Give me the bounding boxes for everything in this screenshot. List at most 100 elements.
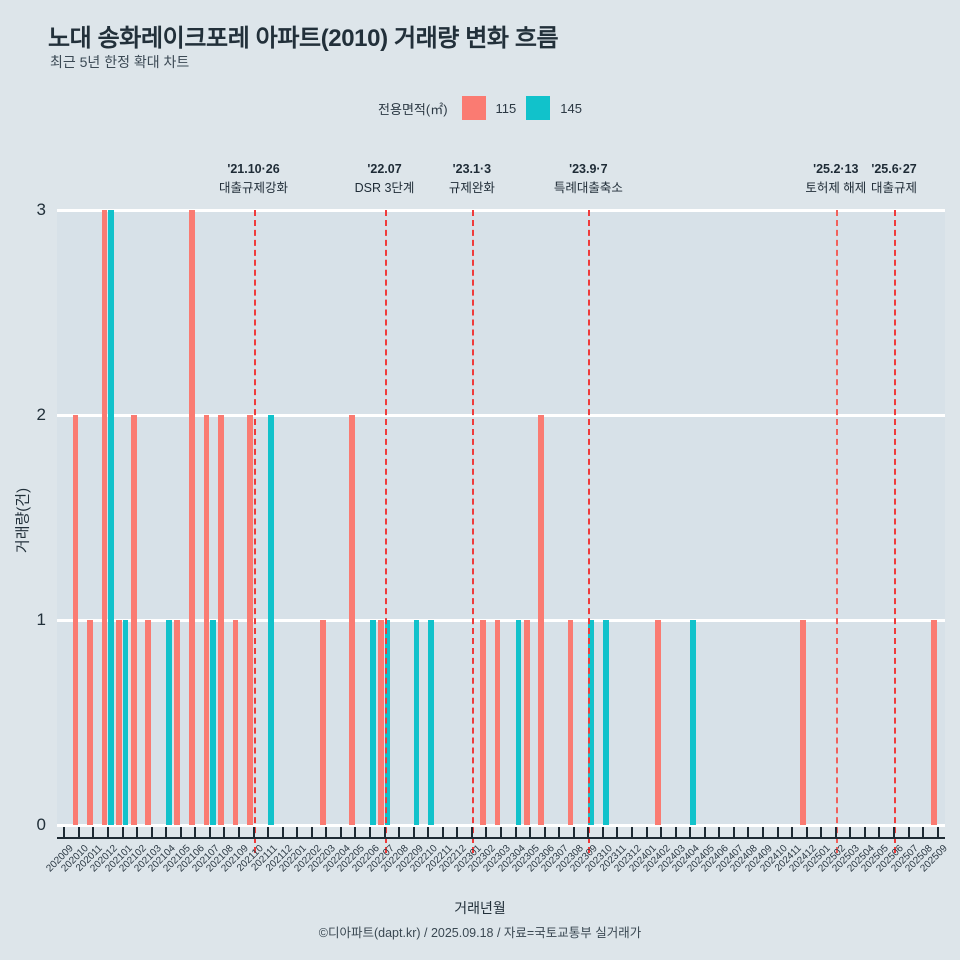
- bar-202303-115[interactable]: [494, 620, 501, 825]
- bar-202305-115[interactable]: [523, 620, 530, 825]
- x-tick-202407: [732, 827, 735, 839]
- gridline-0: [57, 823, 945, 827]
- x-tick-202504: [863, 827, 866, 839]
- x-tick-202307: [558, 827, 561, 839]
- bar-202308-115[interactable]: [567, 620, 574, 825]
- bar-202205-115[interactable]: [349, 415, 355, 825]
- bar-202207-115[interactable]: [378, 620, 385, 825]
- x-tick-202112: [281, 827, 284, 839]
- bar-202103-115[interactable]: [145, 620, 152, 825]
- x-tick-202011: [92, 827, 95, 839]
- event-line-202502: [835, 210, 838, 853]
- x-tick-202103: [150, 827, 153, 839]
- x-tick-202205: [354, 827, 357, 839]
- legend-label-145: 145: [560, 100, 582, 116]
- x-tick-202505: [878, 827, 881, 839]
- bar-202104-145[interactable]: [166, 620, 172, 825]
- x-tick-202204: [339, 827, 342, 839]
- x-tick-202012: [106, 827, 109, 839]
- x-tick-202108: [223, 827, 226, 839]
- bar-202111-145[interactable]: [268, 415, 274, 825]
- bar-202310-145[interactable]: [602, 620, 609, 825]
- x-tick-202311: [616, 827, 619, 839]
- y-tick-label-2: 2: [36, 405, 46, 424]
- event-line-202309: [588, 210, 591, 853]
- x-tick-202411: [791, 827, 794, 839]
- x-tick-202406: [718, 827, 721, 839]
- x-tick-202503: [849, 827, 852, 839]
- x-axis-title: 거래년월: [454, 900, 506, 916]
- event-line-202207: [384, 210, 387, 853]
- bar-202102-115[interactable]: [130, 415, 137, 825]
- event-annotation-date: '22.07: [367, 162, 402, 176]
- x-tick-202102: [136, 827, 139, 839]
- bar-202210-145[interactable]: [428, 620, 434, 825]
- bar-202106-115[interactable]: [189, 210, 195, 825]
- x-tick-202202: [310, 827, 313, 839]
- bar-202306-115[interactable]: [538, 415, 545, 825]
- x-tick-202403: [674, 827, 677, 839]
- x-tick-202109: [237, 827, 240, 839]
- x-tick-202305: [529, 827, 532, 839]
- bar-202101-145[interactable]: [122, 620, 129, 825]
- gridline-2: [57, 413, 945, 417]
- bar-202105-115[interactable]: [174, 620, 181, 825]
- bar-202206-145[interactable]: [369, 620, 376, 825]
- bar-202412-115[interactable]: [800, 620, 807, 825]
- x-tick-202402: [660, 827, 663, 839]
- x-tick-202201: [296, 827, 299, 839]
- event-annotation-text: 대출규제: [871, 180, 918, 195]
- x-tick-202009: [63, 827, 66, 839]
- bar-202203-115[interactable]: [320, 620, 326, 825]
- gridline-3: [57, 208, 945, 212]
- x-tick-202106: [194, 827, 197, 839]
- event-annotation-text: 특례대출축소: [553, 180, 623, 195]
- bar-202107-115[interactable]: [203, 415, 210, 825]
- x-tick-202509: [936, 827, 939, 839]
- y-tick-label-1: 1: [36, 610, 46, 629]
- bar-202110-115[interactable]: [247, 415, 253, 825]
- x-tick-202508: [922, 827, 925, 839]
- x-tick-202301: [470, 827, 473, 839]
- legend-item-145[interactable]: 145: [526, 96, 582, 120]
- bar-202012-145[interactable]: [107, 210, 114, 825]
- y-axis-title: 거래량(건): [14, 487, 32, 554]
- bar-202309-145[interactable]: [588, 620, 595, 825]
- legend-swatch-115: [461, 96, 486, 120]
- bar-202404-145[interactable]: [690, 620, 696, 825]
- bar-202011-115[interactable]: [87, 620, 93, 825]
- x-tick-202310: [601, 827, 604, 839]
- gridline-1: [57, 618, 945, 622]
- event-line-202110: [253, 210, 256, 853]
- bar-202107-145[interactable]: [209, 620, 216, 825]
- x-tick-202110: [252, 827, 255, 839]
- event-annotation-text: 토허제 해제: [805, 180, 867, 195]
- bar-202402-115[interactable]: [654, 620, 661, 825]
- y-axis-labels: 0 1 2 3: [0, 200, 46, 834]
- legend-item-115[interactable]: 115: [461, 96, 516, 120]
- bar-202304-145[interactable]: [515, 620, 522, 825]
- x-tick-202010: [77, 827, 80, 839]
- bar-202108-115[interactable]: [218, 415, 224, 825]
- x-tick-202410: [776, 827, 779, 839]
- x-tick-202502: [834, 827, 837, 839]
- bar-202010-115[interactable]: [72, 415, 79, 825]
- y-tick-label-0: 0: [36, 815, 46, 834]
- x-tick-202404: [689, 827, 692, 839]
- bar-202302-115[interactable]: [480, 620, 486, 825]
- bar-202101-115[interactable]: [116, 620, 122, 825]
- bar-202509-115[interactable]: [931, 620, 938, 825]
- event-line-202506: [894, 210, 897, 853]
- bar-202209-145[interactable]: [413, 620, 420, 825]
- x-tick-202211: [441, 827, 444, 839]
- bar-202207-145[interactable]: [384, 620, 391, 825]
- x-tick-202207: [383, 827, 386, 839]
- x-tick-202306: [543, 827, 546, 839]
- event-annotation-text: DSR 3단계: [354, 180, 415, 195]
- x-tick-202104: [165, 827, 168, 839]
- bar-202109-115[interactable]: [232, 620, 239, 825]
- x-tick-202101: [121, 827, 124, 839]
- x-tick-202206: [368, 827, 371, 839]
- bar-202012-115[interactable]: [101, 210, 108, 825]
- event-annotation-202110: '21.10·26 대출규제강화: [219, 160, 288, 198]
